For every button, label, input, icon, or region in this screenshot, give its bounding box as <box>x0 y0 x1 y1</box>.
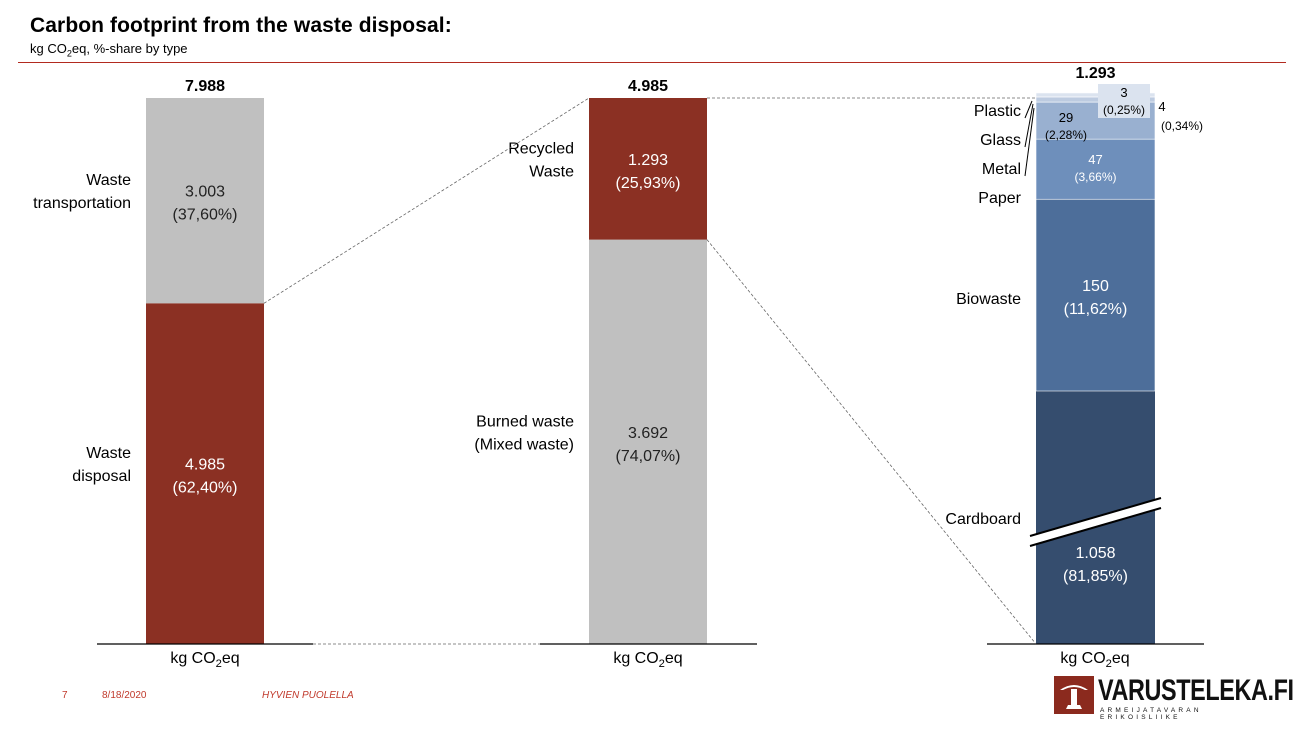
axis-label-chart-1: kg CO2eq <box>170 650 240 671</box>
bar-segment-burned-waste-mixed-waste <box>589 239 707 644</box>
axis-label-chart-3: kg CO2eq <box>1060 650 1130 671</box>
category-label-waste-transportation-1: transportation <box>33 195 131 212</box>
pct-label-burned-waste-mixed-waste: (74,07%) <box>616 448 681 465</box>
logo-tagline: ARMEIJATAVARAN ERIKOISLIIKE <box>1100 707 1202 721</box>
bar-segment-recycled-waste <box>589 98 707 240</box>
total-label-chart-1: 7.988 <box>185 78 225 95</box>
category-label-waste-disposal-0: Waste <box>86 445 131 462</box>
pct-label-waste-transportation: (37,60%) <box>173 207 238 224</box>
axis-break-gap <box>1030 498 1161 546</box>
total-label-chart-3: 1.293 <box>1075 65 1115 82</box>
category-label-glass: Glass <box>980 132 1021 149</box>
pct-label-plastic: (0,25%) <box>1103 103 1145 117</box>
pct-label-glass: (0,34%) <box>1161 119 1203 133</box>
pct-label-biowaste: (11,62%) <box>1064 301 1128 318</box>
chart-subtitle: kg CO2eq, %-share by type <box>30 41 188 59</box>
leader-glass <box>1024 103 1034 148</box>
axis-label-chart-2: kg CO2eq <box>613 650 683 671</box>
value-label-paper: 47 <box>1088 152 1102 167</box>
leader-plastic <box>1024 100 1033 119</box>
category-label-recycled-waste-0: Recycled <box>508 140 574 157</box>
connector-bottom-2-3 <box>706 239 1037 645</box>
value-label-waste-transportation: 3.003 <box>185 184 225 201</box>
bar-segment-waste-transportation <box>146 98 264 304</box>
value-label-biowaste: 150 <box>1082 278 1109 295</box>
category-label-plastic: Plastic <box>974 103 1021 120</box>
pct-label-paper: (3,66%) <box>1074 170 1116 184</box>
connector-top-1-2 <box>263 97 590 304</box>
axis-break-line-1 <box>1029 497 1162 537</box>
title-rule <box>18 62 1286 63</box>
page-number: 7 <box>62 690 68 701</box>
value-label-waste-disposal: 4.985 <box>185 457 225 474</box>
footer-date: 8/18/2020 <box>102 690 147 701</box>
logo-wordmark: VARUSTELEKA.FI <box>1098 674 1294 707</box>
callout-box-plastic <box>1098 84 1150 118</box>
value-label-glass: 4 <box>1158 99 1165 114</box>
value-label-cardboard: 1.058 <box>1075 545 1115 562</box>
bar-segment-paper <box>1035 138 1156 200</box>
value-label-metal: 29 <box>1059 110 1073 125</box>
pct-label-recycled-waste: (25,93%) <box>616 175 681 192</box>
category-label-metal: Metal <box>982 161 1021 178</box>
value-label-plastic: 3 <box>1120 85 1127 100</box>
category-label-cardboard: Cardboard <box>945 511 1021 528</box>
pct-label-waste-disposal: (62,40%) <box>173 480 238 497</box>
pct-label-metal: (2,28%) <box>1045 128 1087 142</box>
bar-segment-plastic <box>1035 92 1156 98</box>
pct-label-cardboard: (81,85%) <box>1063 568 1128 585</box>
total-label-chart-2: 4.985 <box>628 78 668 95</box>
brand-logo: VARUSTELEKA.FI ARMEIJATAVARAN ERIKOISLII… <box>1054 674 1294 721</box>
value-label-burned-waste-mixed-waste: 3.692 <box>628 425 668 442</box>
value-label-recycled-waste: 1.293 <box>628 152 668 169</box>
category-label-burned-waste-mixed-waste-0: Burned waste <box>476 413 574 430</box>
category-label-paper: Paper <box>978 190 1021 207</box>
category-label-biowaste: Biowaste <box>956 291 1021 308</box>
footer-note: HYVIEN PUOLELLA <box>262 690 354 701</box>
chart-title: Carbon footprint from the waste disposal… <box>30 14 452 37</box>
category-label-recycled-waste-1: Waste <box>529 163 574 180</box>
category-label-waste-transportation-0: Waste <box>86 172 131 189</box>
bar-segment-waste-disposal <box>146 303 264 644</box>
bar-segment-biowaste <box>1035 198 1156 392</box>
logo-badge-icon <box>1054 676 1094 714</box>
axis-break-line-2 <box>1029 507 1162 547</box>
leader-metal <box>1024 107 1035 177</box>
category-label-burned-waste-mixed-waste-1: (Mixed waste) <box>474 436 574 453</box>
category-label-waste-disposal-1: disposal <box>72 468 131 485</box>
